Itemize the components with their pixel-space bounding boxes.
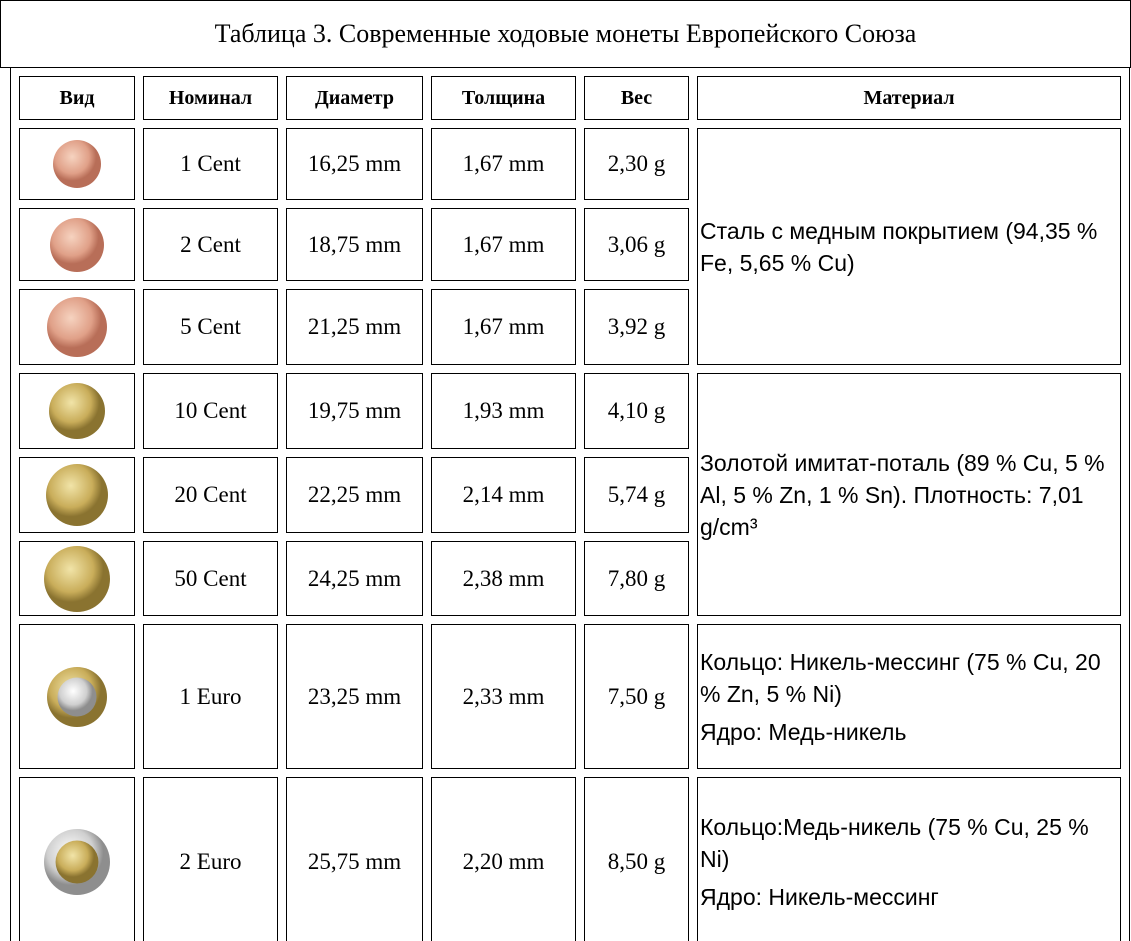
table-cell: 4,10 g bbox=[584, 373, 689, 449]
table-cell: 8,50 g bbox=[584, 777, 689, 941]
table-cell: 5 Cent bbox=[143, 289, 278, 365]
table-row: 10 Cent 19,75 mm 1,93 mm 4,10 g Золотой имит… bbox=[19, 373, 1121, 616]
material-text: Кольцо: Никель-мессинг (75 % Cu, 20 % Zn… bbox=[700, 648, 1101, 707]
material-text: Ядро: Никель-мессинг bbox=[700, 884, 939, 910]
coin-shape bbox=[44, 545, 110, 612]
table-cell: 19,75 mm bbox=[286, 373, 423, 449]
header-cell: Диаметр bbox=[286, 76, 423, 120]
table-row: 20 Cent 22,25 mm 2,14 mm 5,74 g bbox=[19, 457, 1121, 533]
coin-cell bbox=[19, 208, 135, 281]
coin-image bbox=[53, 140, 101, 188]
table-cell: 2 Euro bbox=[143, 777, 278, 941]
coin-image bbox=[44, 545, 110, 612]
header-row: Вид Номинал Диаметр Толщина Вес Материал bbox=[19, 76, 1121, 120]
table-row: 50 Cent 24,25 mm 2,38 mm 7,80 g bbox=[19, 541, 1121, 616]
material-cell: Кольцо: Никель-мессинг (75 % Cu, 20 % Zn… bbox=[697, 624, 1121, 769]
table-cell: 1,93 mm bbox=[431, 373, 576, 449]
table-cell: 2,20 mm bbox=[431, 777, 576, 941]
header-cell: Толщина bbox=[431, 76, 576, 120]
coin-image bbox=[44, 829, 110, 895]
coin-table: Вид Номинал Диаметр Толщина Вес Материал 1 Ce… bbox=[10, 68, 1130, 941]
material-cell: Сталь с медным покрытием (94,35 % Fe, 5,… bbox=[697, 128, 1121, 365]
table-cell: 18,75 mm bbox=[286, 208, 423, 281]
header-cell: Материал bbox=[697, 76, 1121, 120]
table-cell: 23,25 mm bbox=[286, 624, 423, 769]
table-cell: 25,75 mm bbox=[286, 777, 423, 941]
table-cell: 2,14 mm bbox=[431, 457, 576, 533]
table-cell: 20 Cent bbox=[143, 457, 278, 533]
coin-image bbox=[47, 297, 107, 357]
material-cell: Золотой имитат-поталь (89 % Cu, 5 % Al, … bbox=[697, 373, 1121, 616]
coin-cell bbox=[19, 541, 135, 616]
material-cell: Кольцо:Медь-никель (75 % Cu, 25 % Ni) Ядр… bbox=[697, 777, 1121, 941]
coin-image bbox=[50, 217, 104, 272]
coin-cell bbox=[19, 457, 135, 533]
coin-image bbox=[49, 383, 105, 439]
table-cell: 1,67 mm bbox=[431, 128, 576, 200]
table-cell: 16,25 mm bbox=[286, 128, 423, 200]
table-cell: 2,30 g bbox=[584, 128, 689, 200]
header-cell: Номинал bbox=[143, 76, 278, 120]
coin-shape bbox=[55, 840, 99, 884]
table-cell: 22,25 mm bbox=[286, 457, 423, 533]
table-row: 5 Cent 21,25 mm 1,67 mm 3,92 g bbox=[19, 289, 1121, 365]
coin-image bbox=[47, 666, 107, 727]
material-text: Ядро: Медь-никель bbox=[700, 718, 907, 745]
header-cell: Вес bbox=[584, 76, 689, 120]
coin-cell bbox=[19, 373, 135, 449]
coin-cell bbox=[19, 624, 135, 769]
coin-shape bbox=[53, 140, 101, 188]
header-cell: Вид bbox=[19, 76, 135, 120]
table-cell: 10 Cent bbox=[143, 373, 278, 449]
coin-cell bbox=[19, 128, 135, 200]
coin-shape bbox=[47, 297, 107, 357]
coin-cell bbox=[19, 289, 135, 365]
coin-image bbox=[46, 464, 108, 526]
material-text: Золотой имитат-поталь (89 % Cu, 5 % Al, … bbox=[700, 449, 1105, 540]
table-cell: 2,33 mm bbox=[431, 624, 576, 769]
coin-shape bbox=[57, 677, 97, 716]
material-text: Сталь с медным покрытием (94,35 % Fe, 5,… bbox=[700, 217, 1098, 276]
table-cell: 1 Euro bbox=[143, 624, 278, 769]
table-cell: 24,25 mm bbox=[286, 541, 423, 616]
coin-cell bbox=[19, 777, 135, 941]
coin-shape bbox=[46, 464, 108, 526]
table-cell: 7,50 g bbox=[584, 624, 689, 769]
table-row: 1 Cent 16,25 mm 1,67 mm 2,30 g Сталь с медны… bbox=[19, 128, 1121, 365]
table-cell: 21,25 mm bbox=[286, 289, 423, 365]
table-cell: 7,80 g bbox=[584, 541, 689, 616]
table-cell: 3,06 g bbox=[584, 208, 689, 281]
table-cell: 50 Cent bbox=[143, 541, 278, 616]
material-text: Кольцо:Медь-никель (75 % Cu, 25 % Ni) bbox=[700, 814, 1089, 872]
table-cell: 5,74 g bbox=[584, 457, 689, 533]
table-row: 1 Euro 23,25 mm 2,33 mm 7,50 g Кольцо: Никел… bbox=[19, 624, 1121, 769]
table-title: Таблица 3. Современные ходовые монеты Ев… bbox=[0, 0, 1131, 68]
table-cell: 1,67 mm bbox=[431, 208, 576, 281]
coin-shape bbox=[50, 217, 104, 272]
table-cell: 1 Cent bbox=[143, 128, 278, 200]
table-row: 2 Cent 18,75 mm 1,67 mm 3,06 g bbox=[19, 208, 1121, 281]
table-row: 2 Euro 25,75 mm 2,20 mm 8,50 g Кольцо:Медь-н… bbox=[19, 777, 1121, 941]
table-cell: 2,38 mm bbox=[431, 541, 576, 616]
table-cell: 1,67 mm bbox=[431, 289, 576, 365]
table-cell: 2 Cent bbox=[143, 208, 278, 281]
coin-shape bbox=[49, 383, 105, 439]
table-cell: 3,92 g bbox=[584, 289, 689, 365]
